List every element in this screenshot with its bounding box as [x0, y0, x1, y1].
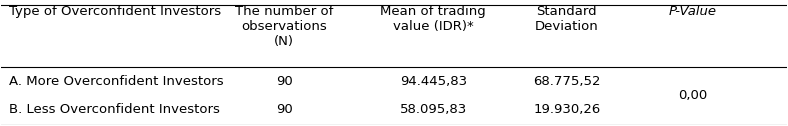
Text: 90: 90 — [276, 103, 292, 116]
Text: Type of Overconfident Investors: Type of Overconfident Investors — [9, 5, 221, 18]
Text: B. Less Overconfident Investors: B. Less Overconfident Investors — [9, 103, 220, 116]
Text: A. More Overconfident Investors: A. More Overconfident Investors — [9, 75, 224, 88]
Text: Standard
Deviation: Standard Deviation — [535, 5, 599, 33]
Text: 94.445,83: 94.445,83 — [400, 75, 466, 88]
Text: 58.095,83: 58.095,83 — [400, 103, 466, 116]
Text: P-Value: P-Value — [668, 5, 716, 18]
Text: Mean of trading
value (IDR)*: Mean of trading value (IDR)* — [381, 5, 486, 33]
Text: 68.775,52: 68.775,52 — [533, 75, 600, 88]
Text: The number of
observations
(N): The number of observations (N) — [235, 5, 333, 48]
Text: 19.930,26: 19.930,26 — [533, 103, 600, 116]
Text: 90: 90 — [276, 75, 292, 88]
Text: 0,00: 0,00 — [678, 89, 707, 102]
